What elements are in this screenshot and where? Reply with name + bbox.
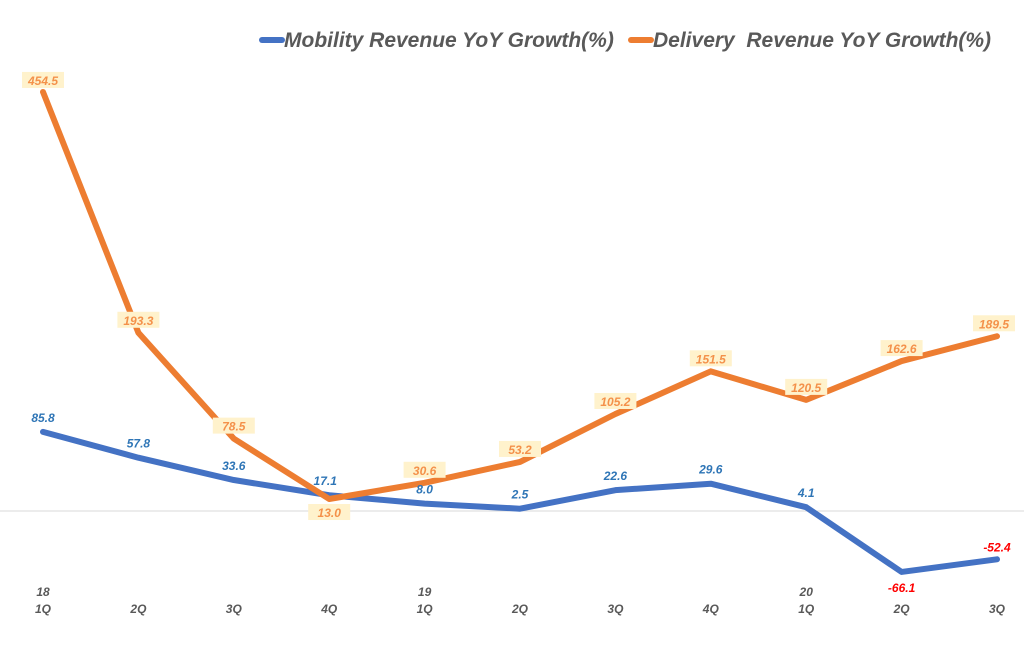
data-label: 2.5 xyxy=(511,488,529,502)
x-tick-label: 4Q xyxy=(320,602,338,616)
data-label: 17.1 xyxy=(314,474,338,488)
data-label-bg xyxy=(499,440,541,457)
legend: Mobility Revenue YoY Growth(%) Delivery … xyxy=(259,29,991,52)
data-label-bg xyxy=(973,315,1015,332)
x-tick-label: 4Q xyxy=(702,602,720,616)
x-tick-label: 1Q xyxy=(35,602,52,616)
data-label-bg xyxy=(594,393,637,410)
x-tick-label: 2Q xyxy=(511,602,529,616)
data-label: 53.2 xyxy=(508,443,532,457)
x-tick-label: 1Q xyxy=(798,602,815,616)
data-label: 13.0 xyxy=(318,506,342,520)
data-label: 120.5 xyxy=(791,381,821,395)
data-label: 162.6 xyxy=(887,342,917,356)
data-label-bg xyxy=(785,378,828,395)
x-tick-year: 19 xyxy=(418,585,432,599)
data-label-bg xyxy=(308,504,351,521)
x-tick-label: 1Q xyxy=(417,602,434,616)
data-label: 22.6 xyxy=(603,469,628,483)
data-label: 454.5 xyxy=(27,74,58,88)
data-label-bg xyxy=(689,350,732,367)
data-label: 105.2 xyxy=(600,395,630,409)
data-label: -52.4 xyxy=(983,540,1011,554)
x-tick-label: 3Q xyxy=(226,602,243,616)
data-label: 29.6 xyxy=(698,463,723,477)
x-tick-label: 3Q xyxy=(989,602,1006,616)
data-label-bg xyxy=(880,340,923,357)
data-label: 151.5 xyxy=(696,352,726,366)
data-label: 57.8 xyxy=(127,437,151,451)
data-label: 193.3 xyxy=(123,314,153,328)
x-tick-year: 20 xyxy=(799,585,814,599)
x-tick-label: 2Q xyxy=(129,602,147,616)
data-label: 30.6 xyxy=(413,464,437,478)
x-tick-label: 3Q xyxy=(607,602,624,616)
data-label: -66.1 xyxy=(888,581,916,595)
data-label: 33.6 xyxy=(222,459,246,473)
data-label-bg xyxy=(117,311,160,328)
data-label-bg xyxy=(22,71,64,88)
series-line-delivery xyxy=(40,88,1000,503)
data-label: 4.1 xyxy=(797,486,815,500)
legend-label-delivery: Delivery Revenue YoY Growth(%) xyxy=(653,29,991,52)
data-label-bg xyxy=(212,417,255,434)
data-label: 189.5 xyxy=(979,317,1009,331)
data-label-bg xyxy=(403,461,446,478)
data-label: 78.5 xyxy=(222,420,246,434)
x-tick-year: 18 xyxy=(36,585,50,599)
legend-label-mobility: Mobility Revenue YoY Growth(%) xyxy=(284,29,614,52)
data-label: 8.0 xyxy=(416,483,433,497)
data-label: 85.8 xyxy=(31,411,55,425)
x-tick-label: 2Q xyxy=(893,602,911,616)
